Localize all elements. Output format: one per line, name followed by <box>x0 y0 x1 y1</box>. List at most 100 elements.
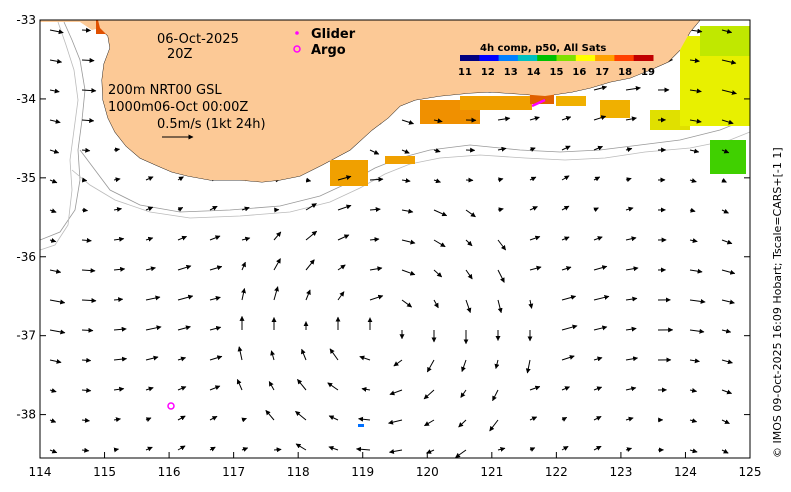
current-arrow <box>625 236 637 242</box>
current-arrow <box>177 235 188 241</box>
current-arrow <box>689 58 700 64</box>
current-arrow <box>689 448 698 454</box>
current-arrow <box>426 359 435 373</box>
current-arrow <box>273 447 282 453</box>
current-arrow <box>305 289 311 301</box>
current-arrow <box>337 204 352 211</box>
current-arrow <box>593 207 599 213</box>
current-arrow <box>561 445 569 451</box>
current-arrow <box>209 385 221 391</box>
current-arrow <box>329 348 339 361</box>
current-arrow <box>561 386 571 391</box>
current-arrow <box>689 118 702 124</box>
current-arrow <box>389 449 403 454</box>
current-arrow <box>625 206 634 212</box>
current-arrow <box>721 299 735 305</box>
x-tick-label: 114 <box>29 465 52 479</box>
current-arrow <box>721 177 727 183</box>
current-arrow <box>529 416 538 422</box>
colorbar-tick-label: 14 <box>527 67 541 78</box>
current-arrow <box>113 177 121 183</box>
current-arrow <box>401 269 416 276</box>
current-arrow <box>593 176 601 182</box>
current-arrow <box>401 178 411 184</box>
current-arrow <box>145 325 162 331</box>
x-axis: 114 115 116 117 118 119 120 121 122 123 124 125 <box>29 452 761 479</box>
current-arrow <box>177 264 192 271</box>
current-arrow <box>81 88 97 94</box>
current-arrow <box>561 236 570 242</box>
current-arrow <box>721 119 734 125</box>
current-arrow <box>209 415 218 421</box>
current-arrow <box>433 118 443 124</box>
current-arrow <box>369 266 383 272</box>
current-arrow <box>273 286 279 301</box>
current-arrow <box>424 419 435 427</box>
current-arrow <box>625 266 639 272</box>
colorbar-tick-label: 19 <box>641 67 655 78</box>
current-arrow <box>401 119 415 125</box>
current-arrow <box>433 239 446 248</box>
current-arrow <box>625 447 633 452</box>
current-arrow <box>209 265 223 271</box>
current-arrow <box>625 116 637 122</box>
current-arrow <box>241 206 250 212</box>
current-arrow <box>209 205 218 211</box>
x-tick-label: 119 <box>351 465 374 479</box>
current-arrow <box>460 389 467 398</box>
current-arrow <box>301 348 307 361</box>
current-arrow <box>49 388 57 393</box>
colorbar-segment <box>460 55 480 61</box>
current-arrow <box>49 88 60 94</box>
current-arrow <box>561 324 578 331</box>
glider-track <box>531 98 546 108</box>
current-arrow <box>81 327 94 333</box>
current-arrow <box>625 356 639 362</box>
current-arrow <box>369 294 384 301</box>
current-arrow <box>209 296 221 301</box>
current-arrow <box>337 291 345 301</box>
current-arrow <box>241 236 251 242</box>
current-arrow <box>209 325 222 331</box>
y-tick-label: -37 <box>16 329 36 343</box>
current-arrow <box>369 207 381 213</box>
current-arrow <box>337 234 350 241</box>
current-arrow <box>529 385 541 391</box>
current-arrow <box>561 116 572 121</box>
current-arrow <box>497 177 504 183</box>
current-arrow <box>625 296 638 302</box>
x-tick-label: 117 <box>222 465 245 479</box>
current-arrow <box>433 148 441 153</box>
current-arrow <box>81 268 96 274</box>
current-arrow <box>497 269 505 283</box>
current-arrow <box>369 237 380 242</box>
current-arrow <box>145 206 154 212</box>
current-arrow <box>177 206 184 212</box>
colorbar-tick-label: 17 <box>595 67 609 78</box>
current-arrow <box>177 386 187 391</box>
x-tick-label: 121 <box>480 465 503 479</box>
current-arrow <box>497 239 507 251</box>
current-arrow <box>689 178 697 183</box>
current-arrow <box>273 231 282 241</box>
current-arrow <box>465 209 476 218</box>
current-arrow <box>492 389 499 402</box>
current-arrow <box>561 205 570 211</box>
current-arrow <box>49 149 60 154</box>
current-arrow <box>49 58 63 64</box>
current-arrow <box>489 419 499 432</box>
current-arrow <box>401 299 413 308</box>
current-arrow <box>177 325 191 331</box>
current-arrow <box>328 445 339 451</box>
y-tick-label: -38 <box>16 408 36 422</box>
current-arrow <box>177 445 186 451</box>
colorbar-segment <box>614 55 635 61</box>
current-arrow <box>327 382 339 391</box>
current-arrow <box>721 448 729 454</box>
current-arrow <box>721 89 737 95</box>
argo-marker <box>293 45 301 53</box>
current-arrow <box>81 57 95 63</box>
current-arrow <box>689 238 698 244</box>
depth-label: 200m NRT00 GSL <box>108 83 222 98</box>
current-arrow <box>593 115 607 121</box>
